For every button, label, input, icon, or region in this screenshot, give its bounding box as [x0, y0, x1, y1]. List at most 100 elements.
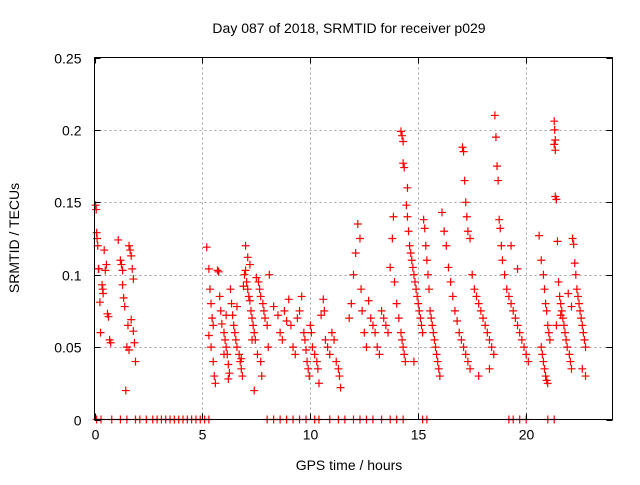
data-point [504, 292, 513, 301]
data-point [305, 372, 314, 381]
data-point [522, 350, 531, 359]
data-point [409, 357, 418, 366]
data-point [567, 364, 576, 373]
data-point [207, 299, 216, 308]
data-point [407, 256, 416, 265]
data-point [502, 285, 511, 294]
data-point [404, 227, 413, 236]
data-point [461, 350, 470, 359]
data-point [539, 270, 548, 279]
data-point [379, 314, 388, 323]
data-point [351, 248, 360, 257]
data-point [398, 131, 407, 140]
data-point [403, 183, 412, 192]
y-tick-label: 0.2 [62, 123, 82, 139]
data-point [562, 335, 571, 344]
data-point [95, 298, 104, 307]
data-point [414, 299, 423, 308]
data-point [280, 306, 289, 315]
data-point [459, 343, 468, 352]
data-point [349, 270, 358, 279]
data-point [121, 386, 130, 395]
data-point [258, 299, 267, 308]
data-point [314, 379, 323, 388]
data-point [345, 314, 354, 323]
data-point [99, 289, 108, 298]
data-point [255, 285, 264, 294]
data-point [494, 176, 503, 185]
data-point [259, 306, 268, 315]
data-point [409, 270, 418, 279]
data-point [550, 140, 559, 149]
data-point [474, 372, 483, 381]
x-tick-label: 20 [519, 427, 535, 443]
data-point [544, 328, 553, 337]
data-point [119, 293, 128, 302]
data-point [347, 299, 356, 308]
data-point [498, 256, 507, 265]
data-point [308, 343, 317, 352]
axis-ticks [94, 57, 613, 421]
data-point [321, 335, 330, 344]
y-axis-label: SRMTID / TECUs [6, 183, 22, 293]
data-point [389, 212, 398, 221]
data-point [483, 328, 492, 337]
data-point [286, 321, 295, 330]
data-point [224, 360, 233, 369]
data-point [249, 321, 258, 330]
data-point [355, 234, 364, 243]
data-point [244, 292, 253, 301]
data-point [377, 306, 386, 315]
data-point [542, 306, 551, 315]
data-point [257, 372, 266, 381]
data-point [127, 315, 136, 324]
data-point [362, 343, 371, 352]
data-point [93, 241, 102, 250]
data-point [554, 277, 563, 286]
data-point [457, 335, 466, 344]
data-point [364, 296, 373, 305]
data-point [293, 314, 302, 323]
data-point [246, 306, 255, 315]
data-point [213, 266, 222, 275]
data-point [94, 264, 103, 273]
data-point [550, 125, 559, 134]
data-point [304, 364, 313, 373]
data-point [513, 321, 522, 330]
y-tick-labels: 0 0.05 0.1 0.15 0.2 0.25 [54, 51, 81, 429]
data-point [507, 241, 516, 250]
data-point [317, 311, 326, 320]
data-point [265, 270, 274, 279]
data-point [297, 292, 306, 301]
data-point [104, 312, 113, 321]
data-point [552, 321, 561, 330]
data-point [131, 357, 140, 366]
data-point [421, 241, 430, 250]
data-point [419, 215, 428, 224]
x-tick-labels: 0 5 10 15 20 [92, 427, 535, 443]
data-point [541, 372, 550, 381]
data-point [299, 328, 308, 337]
data-point [227, 299, 236, 308]
data-point [284, 295, 293, 304]
data-point [564, 289, 573, 298]
data-point [579, 328, 588, 337]
data-point [222, 311, 231, 320]
data-point [433, 357, 442, 366]
data-point [118, 266, 127, 275]
data-point [243, 253, 252, 262]
data-point [535, 231, 544, 240]
data-point [130, 338, 139, 347]
data-point [566, 357, 575, 366]
data-point [581, 372, 590, 381]
x-tick-label: 15 [411, 427, 427, 443]
data-point [312, 357, 321, 366]
data-point [568, 234, 577, 243]
data-point [101, 266, 110, 275]
data-point [216, 306, 225, 315]
data-point [569, 240, 578, 249]
data-point [215, 292, 224, 301]
data-point [300, 335, 309, 344]
data-point [551, 146, 560, 155]
data-point [470, 285, 479, 294]
